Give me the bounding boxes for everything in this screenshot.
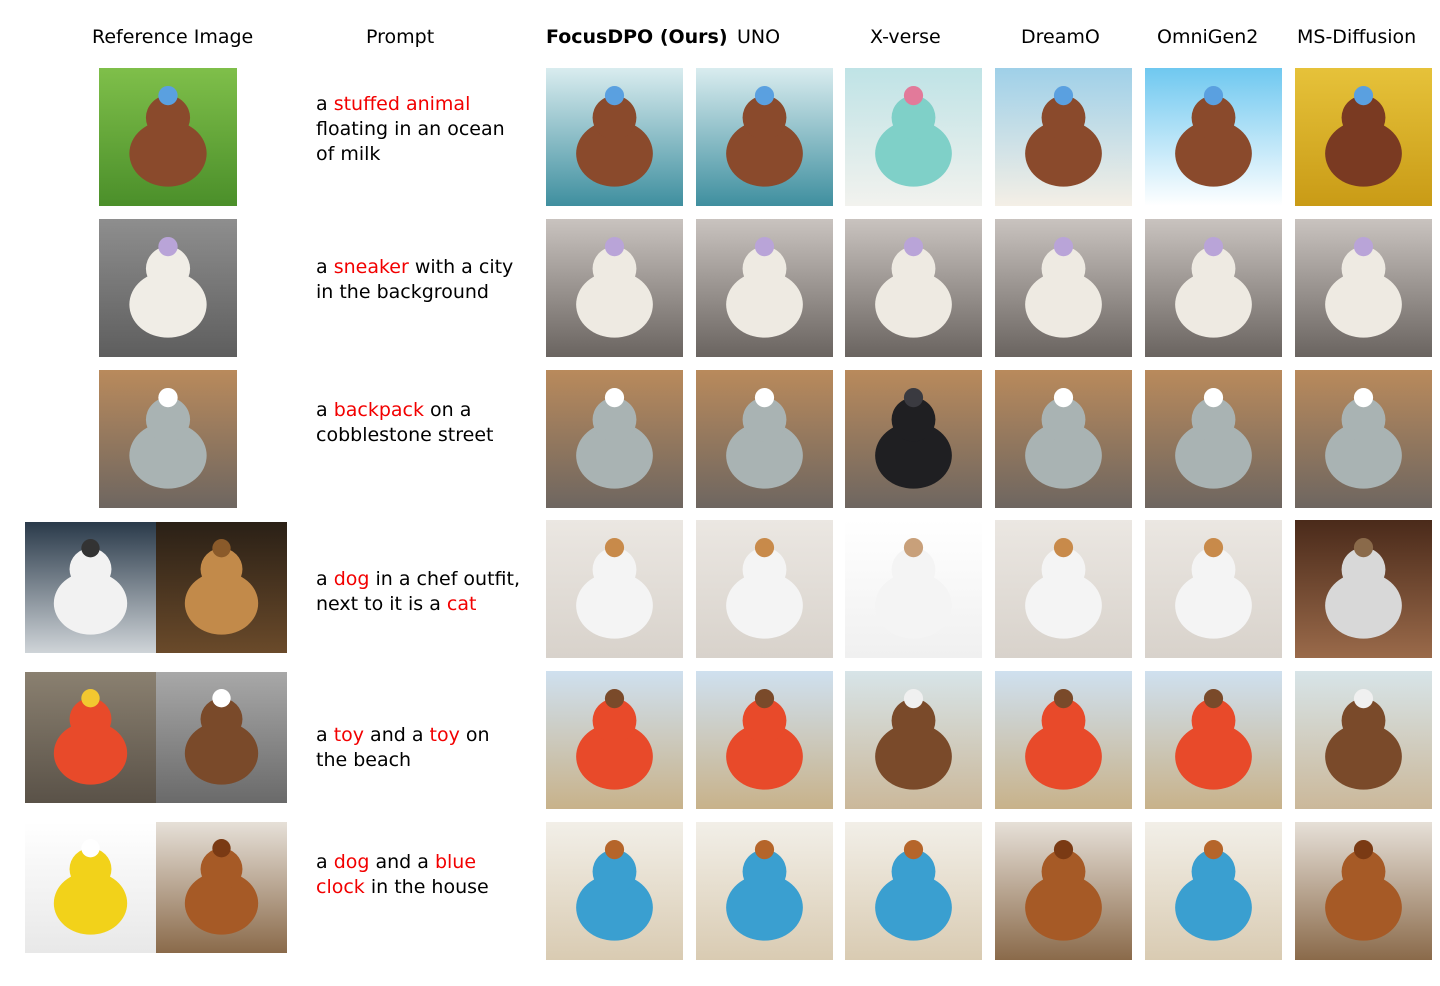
reference-image xyxy=(156,522,287,653)
generated-image xyxy=(1145,370,1282,508)
prompt-segment: with a city in the background xyxy=(316,256,514,303)
prompt-segment: a xyxy=(316,851,334,873)
method-header-x-verse: X-verse xyxy=(870,26,941,48)
generated-image xyxy=(696,520,833,658)
prompt-text: a sneaker with a city in the background xyxy=(316,255,513,305)
generated-image xyxy=(546,68,683,206)
generated-image xyxy=(1145,671,1282,809)
generated-image xyxy=(546,520,683,658)
generated-image xyxy=(546,671,683,809)
prompt-header: Prompt xyxy=(366,26,435,48)
prompt-segment: floating in an ocean of milk xyxy=(316,118,505,165)
prompt-segment: a xyxy=(316,399,334,421)
generated-image xyxy=(1145,520,1282,658)
reference-image xyxy=(25,522,156,653)
prompt-segment: and a xyxy=(369,851,435,873)
method-header-ms-diffusion: MS-Diffusion xyxy=(1297,26,1417,48)
generated-image xyxy=(1145,822,1282,960)
generated-image xyxy=(1295,68,1432,206)
prompt-highlight: toy xyxy=(333,724,365,746)
generated-image xyxy=(1295,671,1432,809)
generated-image xyxy=(845,219,982,357)
generated-image xyxy=(696,68,833,206)
prompt-text: a backpack on a cobblestone street xyxy=(316,398,493,448)
prompt-segment: in the house xyxy=(364,876,489,898)
prompt-segment: on the beach xyxy=(316,724,490,771)
generated-image xyxy=(696,671,833,809)
prompt-highlight: dog xyxy=(333,851,370,873)
generated-image xyxy=(696,219,833,357)
generated-image xyxy=(546,370,683,508)
prompt-text: a dog in a chef outfit, next to it is a … xyxy=(316,567,520,617)
method-header-uno: UNO xyxy=(737,26,781,48)
generated-image xyxy=(995,520,1132,658)
reference-image xyxy=(25,672,156,803)
prompt-text: a stuffed animal floating in an ocean of… xyxy=(316,92,505,167)
reference-image xyxy=(156,822,287,953)
generated-image xyxy=(995,822,1132,960)
generated-image xyxy=(845,520,982,658)
generated-image xyxy=(845,370,982,508)
prompt-segment: a xyxy=(316,724,334,746)
generated-image xyxy=(1145,219,1282,357)
generated-image xyxy=(995,68,1132,206)
generated-image xyxy=(995,671,1132,809)
prompt-highlight: toy xyxy=(429,724,460,746)
generated-image xyxy=(845,822,982,960)
generated-image xyxy=(696,822,833,960)
prompt-highlight: dog xyxy=(333,568,370,590)
method-header-omnigen2: OmniGen2 xyxy=(1157,26,1259,48)
prompt-highlight: backpack xyxy=(333,399,424,421)
prompt-segment: in a chef outfit, next to it is a xyxy=(316,568,520,615)
prompt-highlight: clock xyxy=(316,876,365,898)
method-header-dreamo: DreamO xyxy=(1021,26,1100,48)
prompt-segment: a xyxy=(316,256,334,278)
prompt-segment: and a xyxy=(364,724,430,746)
prompt-text: a dog and a blue clock in the house xyxy=(316,850,489,900)
generated-image xyxy=(1295,520,1432,658)
prompt-segment: a xyxy=(316,93,334,115)
reference-image xyxy=(99,219,237,357)
reference-image xyxy=(99,68,237,206)
generated-image xyxy=(1295,822,1432,960)
generated-image xyxy=(995,219,1132,357)
generated-image xyxy=(1295,370,1432,508)
prompt-highlight: cat xyxy=(446,593,477,615)
generated-image xyxy=(696,370,833,508)
prompt-highlight: blue xyxy=(434,851,477,873)
generated-image xyxy=(845,671,982,809)
prompt-segment: on a cobblestone street xyxy=(316,399,494,446)
reference-image xyxy=(25,822,156,953)
method-header-focusdpo: FocusDPO (Ours) xyxy=(546,26,728,48)
generated-image xyxy=(1145,68,1282,206)
reference-image-header: Reference Image xyxy=(92,26,254,48)
prompt-highlight: stuffed animal xyxy=(333,93,471,115)
generated-image xyxy=(845,68,982,206)
generated-image xyxy=(1295,219,1432,357)
prompt-highlight: sneaker xyxy=(333,256,409,278)
generated-image xyxy=(546,822,683,960)
prompt-segment: a xyxy=(316,568,334,590)
reference-image xyxy=(156,672,287,803)
prompt-text: a toy and a toy on the beach xyxy=(316,723,490,773)
generated-image xyxy=(546,219,683,357)
reference-image xyxy=(99,370,237,508)
generated-image xyxy=(995,370,1132,508)
